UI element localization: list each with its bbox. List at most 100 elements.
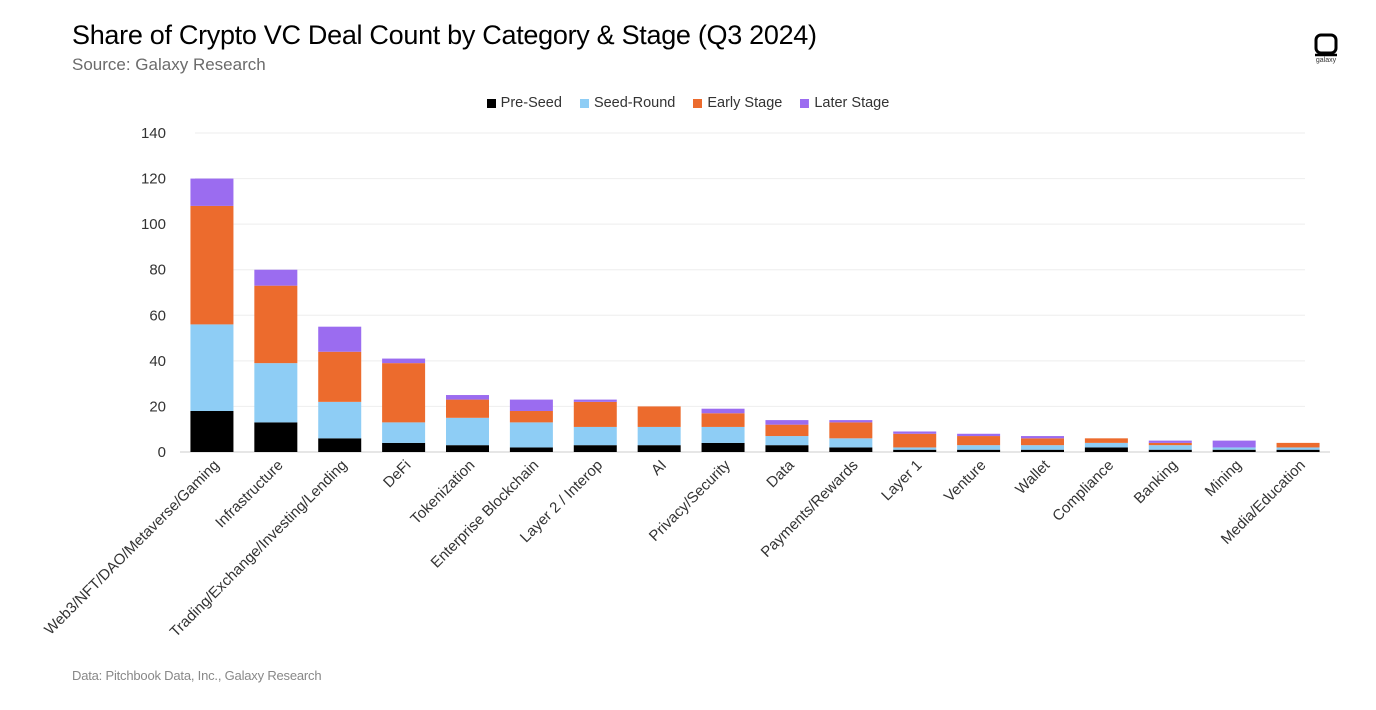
chart-subtitle: Source: Galaxy Research xyxy=(72,55,266,74)
legend-item: Pre-Seed xyxy=(486,95,562,111)
bar-segment-seed-round xyxy=(446,417,489,446)
legend-label: Pre-Seed xyxy=(500,95,562,111)
bar-segment-pre-seed xyxy=(1084,447,1128,452)
x-category-label: Data xyxy=(763,456,798,491)
bar-segment-seed-round xyxy=(701,426,745,443)
bar-segment-early-stage xyxy=(637,406,681,427)
legend-item: Seed-Round xyxy=(579,95,676,111)
x-category-label: Layer 1 xyxy=(878,457,925,504)
bar-segment-pre-seed xyxy=(765,445,809,452)
bar-segment-early-stage xyxy=(829,422,873,439)
bar-segment-pre-seed xyxy=(254,422,298,452)
bar-segment-seed-round xyxy=(829,438,873,448)
bar-segment-pre-seed xyxy=(1021,449,1064,452)
x-axis-labels: Web3/NFT/DAO/Metaverse/GamingInfrastruct… xyxy=(41,456,1309,640)
bar-segment-early-stage xyxy=(957,436,1001,446)
bar-segment-early-stage xyxy=(573,401,617,427)
bar-segment-seed-round xyxy=(318,401,362,439)
bar-segment-later-stage xyxy=(701,408,745,414)
bar-segment-later-stage xyxy=(765,420,809,425)
bar-segment-later-stage xyxy=(190,178,234,206)
x-category-label: Venture xyxy=(941,457,990,506)
legend-label: Early Stage xyxy=(707,95,783,111)
bar-segment-later-stage xyxy=(446,395,489,400)
bar-segment-early-stage xyxy=(1276,442,1320,448)
bar-segment-pre-seed xyxy=(446,445,489,452)
bar-segment-early-stage xyxy=(318,351,362,402)
bar-segment-seed-round xyxy=(765,436,809,446)
bar-segment-early-stage xyxy=(701,413,745,427)
bar-segment-later-stage xyxy=(254,269,298,286)
legend-swatch xyxy=(579,98,589,108)
legend-label: Seed-Round xyxy=(593,95,676,111)
x-category-label: Wallet xyxy=(1012,456,1054,498)
legend-item: Later Stage xyxy=(800,95,889,111)
bar-segment-early-stage xyxy=(1148,442,1192,446)
bar-segment-seed-round xyxy=(637,426,681,446)
bar-segment-later-stage xyxy=(1212,440,1256,448)
bar-segment-seed-round xyxy=(957,445,1001,450)
bar-segment-early-stage xyxy=(446,399,489,418)
gridlines xyxy=(180,132,1330,453)
galaxy-logo-icon xyxy=(1314,33,1338,57)
y-tick-label: 0 xyxy=(158,444,166,461)
bar-segment-early-stage xyxy=(254,285,298,364)
bars xyxy=(190,178,1320,452)
bar-segment-pre-seed xyxy=(957,449,1001,452)
y-tick-label: 20 xyxy=(149,398,166,415)
bar-segment-seed-round xyxy=(1084,442,1128,448)
legend-swatch xyxy=(693,98,703,108)
bar-segment-pre-seed xyxy=(1148,449,1192,452)
bar-segment-later-stage xyxy=(829,420,873,423)
y-tick-label: 60 xyxy=(149,307,166,324)
bar-segment-later-stage xyxy=(382,358,426,364)
y-tick-label: 80 xyxy=(149,262,166,279)
bar-segment-later-stage xyxy=(573,399,617,402)
logo-text: galaxy xyxy=(1315,57,1337,64)
x-category-label: Compliance xyxy=(1049,457,1117,525)
bar-segment-later-stage xyxy=(509,399,553,411)
bar-segment-seed-round xyxy=(1021,445,1064,450)
y-tick-label: 140 xyxy=(141,125,166,142)
y-tick-label: 100 xyxy=(141,216,166,233)
bar-segment-early-stage xyxy=(1084,438,1128,443)
bar-segment-pre-seed xyxy=(1212,449,1256,452)
bar-segment-early-stage xyxy=(509,410,553,423)
legend-label: Later Stage xyxy=(814,95,890,111)
x-category-label: AI xyxy=(648,457,670,479)
bar-segment-seed-round xyxy=(1148,445,1192,450)
chart-title: Share of Crypto VC Deal Count by Categor… xyxy=(72,20,817,50)
bar-segment-pre-seed xyxy=(382,442,426,452)
bar-segment-pre-seed xyxy=(573,445,617,452)
legend-item: Early Stage xyxy=(693,95,782,111)
bar-segment-seed-round xyxy=(382,422,426,443)
bar-segment-pre-seed xyxy=(893,449,937,452)
x-category-label: Banking xyxy=(1131,457,1181,507)
x-category-label: Tokenization xyxy=(407,457,478,528)
bar-segment-pre-seed xyxy=(190,410,234,452)
bar-segment-early-stage xyxy=(382,363,426,423)
bar-segment-seed-round xyxy=(254,363,298,423)
x-category-label: Enterprise Blockchain xyxy=(428,457,543,572)
y-tick-label: 40 xyxy=(149,353,166,370)
bar-segment-pre-seed xyxy=(829,447,873,452)
bar-segment-seed-round xyxy=(509,422,553,448)
bar-segment-pre-seed xyxy=(318,438,362,452)
bar-segment-early-stage xyxy=(893,433,937,448)
bar-segment-early-stage xyxy=(1021,438,1064,446)
bar-segment-early-stage xyxy=(765,424,809,437)
bar-segment-seed-round xyxy=(893,447,937,450)
legend-swatch xyxy=(486,98,496,108)
bar-segment-later-stage xyxy=(1148,440,1192,443)
bar-segment-later-stage xyxy=(318,326,362,352)
bar-segment-seed-round xyxy=(573,426,617,446)
y-axis-ticks: 0 20 40 60 80 100 120 140 xyxy=(141,125,166,461)
bar-segment-early-stage xyxy=(190,205,234,325)
data-source-note: Data: Pitchbook Data, Inc., Galaxy Resea… xyxy=(72,668,322,683)
bar-segment-seed-round xyxy=(1212,447,1256,450)
bar-segment-later-stage xyxy=(893,431,937,434)
bar-segment-pre-seed xyxy=(701,442,745,452)
bar-segment-pre-seed xyxy=(1276,449,1320,452)
legend-swatch xyxy=(800,98,810,108)
